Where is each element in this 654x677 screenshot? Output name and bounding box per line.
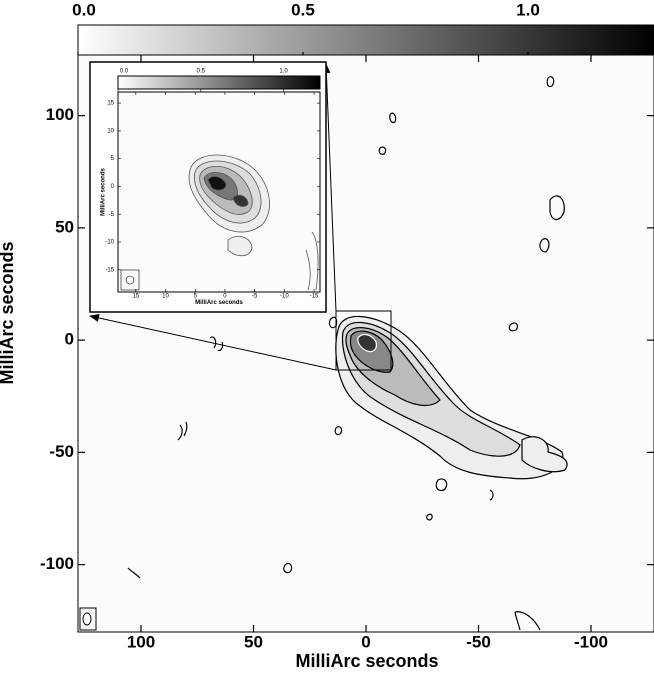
zoom-arrow	[89, 314, 337, 371]
inset-colorbar	[117, 75, 321, 90]
x-tick-label: 0	[361, 632, 370, 651]
y-tick-label: 50	[55, 217, 74, 236]
inset-beam-box	[120, 269, 140, 291]
x-tick-label: -50	[466, 632, 491, 651]
colorbar-tick-label: 0.0	[120, 69, 129, 75]
main-contours	[127, 76, 568, 631]
colorbar-tick-label: 0.5	[291, 0, 315, 19]
y-axis-label: MilliArc seconds	[101, 168, 107, 216]
y-tick-label: -50	[49, 442, 74, 461]
x-tick-label: -5	[252, 293, 258, 299]
x-tick-label: 15	[132, 293, 139, 299]
colorbar-tick-label: 0.5	[197, 69, 206, 75]
x-tick-label: -100	[574, 632, 608, 651]
inset-beam	[125, 275, 135, 285]
main-beam-box	[79, 607, 97, 631]
y-tick-label: -5	[109, 212, 115, 218]
x-tick-label: -10	[280, 293, 289, 299]
x-axis-label: MilliArc seconds	[195, 300, 243, 306]
colorbar-tick-label: 1.0	[516, 0, 540, 19]
inset-contours	[188, 154, 319, 291]
x-tick-label: -15	[310, 293, 319, 299]
x-tick-label: 0	[223, 293, 227, 299]
colorbar-tick-label: 0.0	[72, 0, 96, 19]
y-tick-label: -10	[105, 240, 114, 246]
y-tick-label: 15	[107, 101, 114, 107]
y-tick-label: 5	[111, 156, 115, 162]
main-beam	[82, 612, 92, 626]
x-axis-label: MilliArc seconds	[295, 651, 438, 671]
y-tick-label: -100	[40, 554, 74, 573]
y-tick-label: 0	[111, 184, 115, 190]
y-tick-label: 100	[46, 105, 74, 124]
x-tick-label: 10	[162, 293, 169, 299]
colorbar-tick-label: 1.0	[279, 69, 288, 75]
x-tick-label: 50	[244, 632, 263, 651]
x-tick-label: 5	[194, 293, 198, 299]
y-axis-label: MilliArc seconds	[0, 241, 17, 384]
y-tick-label: 0	[65, 330, 74, 349]
zoom-box	[335, 310, 392, 371]
x-tick-label: 100	[127, 632, 155, 651]
y-tick-label: 10	[107, 128, 114, 134]
zoom-arrow	[322, 63, 337, 312]
main-colorbar	[77, 24, 654, 56]
y-tick-label: -15	[105, 267, 114, 273]
